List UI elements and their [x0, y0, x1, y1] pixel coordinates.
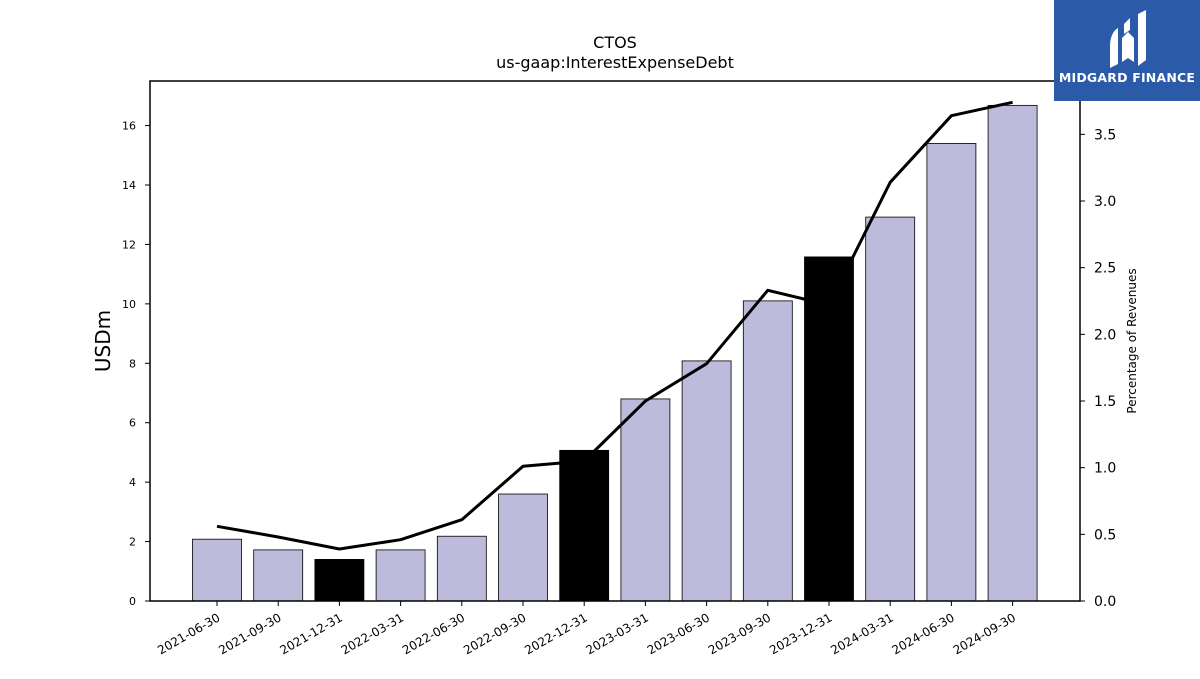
x-tick-label: 2023-12-31 — [767, 610, 834, 657]
y2-tick-label: 0.0 — [1094, 594, 1116, 610]
y2-tick-label: 2.0 — [1094, 327, 1116, 343]
bar-2022-09-30 — [498, 493, 548, 602]
bar-2024-03-31 — [865, 216, 916, 602]
bar-2022-03-31 — [375, 549, 426, 602]
x-tick-label: 2021-12-31 — [277, 610, 344, 657]
x-tick-label: 2022-09-30 — [461, 610, 528, 657]
y-tick-label: 14 — [122, 179, 136, 192]
x-tick-label: 2021-06-30 — [155, 610, 222, 657]
line-layer — [216, 100, 1013, 551]
x-tick-label: 2024-06-30 — [889, 610, 956, 657]
x-tick-label: 2023-09-30 — [706, 610, 773, 657]
midgard-logo-icon — [1110, 10, 1146, 68]
y-tick-label: 8 — [129, 357, 136, 370]
left-axis: 0 2 4 6 8 10 12 14 16 — [122, 120, 150, 608]
y2-axis-label: Percentage of Revenues — [1125, 268, 1139, 413]
x-tick-label: 2022-03-31 — [339, 610, 406, 657]
x-tick-label: 2023-03-31 — [583, 610, 650, 657]
y2-tick-label: 2.5 — [1094, 261, 1116, 277]
y-tick-label: 0 — [129, 595, 136, 608]
bars-layer — [192, 104, 1038, 602]
y-axis-label: USDm — [91, 310, 115, 372]
bar-2024-06-30 — [926, 142, 977, 602]
bar-2023-03-31 — [620, 398, 671, 602]
plot-frame — [149, 80, 1081, 602]
bar-2021-09-30 — [253, 549, 304, 602]
x-tick-label: 2024-03-31 — [828, 610, 895, 657]
bar-2021-06-30 — [192, 538, 242, 602]
y-tick-label: 10 — [122, 298, 136, 311]
bar-2022-12-31 — [559, 449, 610, 602]
bar-2024-09-30 — [987, 104, 1038, 602]
y2-tick-label: 3.0 — [1094, 194, 1116, 210]
brand-logo: MIDGARD FINANCE — [1054, 0, 1200, 101]
percentage-line — [216, 100, 1013, 551]
y-tick-label: 4 — [129, 476, 136, 489]
bar-2023-12-31 — [804, 256, 854, 602]
x-tick-label: 2022-12-31 — [522, 610, 589, 657]
x-tick-label: 2022-06-30 — [400, 610, 467, 657]
right-axis: 0.0 0.5 1.0 1.5 2.0 2.5 3.0 3.5 — [1080, 127, 1116, 610]
y2-tick-label: 3.5 — [1094, 127, 1116, 143]
y2-tick-label: 0.5 — [1094, 527, 1116, 543]
chart-subtitle: us-gaap:InterestExpenseDebt — [496, 53, 734, 72]
x-tick-label: 2023-06-30 — [645, 610, 712, 657]
y2-tick-label: 1.5 — [1094, 394, 1116, 410]
bar-2023-09-30 — [742, 300, 793, 602]
brand-name: MIDGARD FINANCE — [1058, 70, 1196, 85]
x-tick-label: 2024-09-30 — [951, 610, 1018, 657]
bar-2022-06-30 — [436, 535, 487, 602]
bar-2021-12-31 — [314, 559, 365, 602]
y-tick-label: 6 — [129, 417, 136, 430]
x-axis: 2021-06-302021-09-302021-12-312022-03-31… — [155, 601, 1018, 657]
bar-2023-06-30 — [681, 360, 732, 602]
y-tick-label: 16 — [122, 120, 136, 133]
chart-title: CTOS — [593, 33, 637, 52]
y-tick-label: 12 — [122, 238, 136, 251]
y2-tick-label: 1.0 — [1094, 461, 1116, 477]
y-tick-label: 2 — [129, 536, 136, 549]
x-tick-label: 2021-09-30 — [216, 610, 283, 657]
